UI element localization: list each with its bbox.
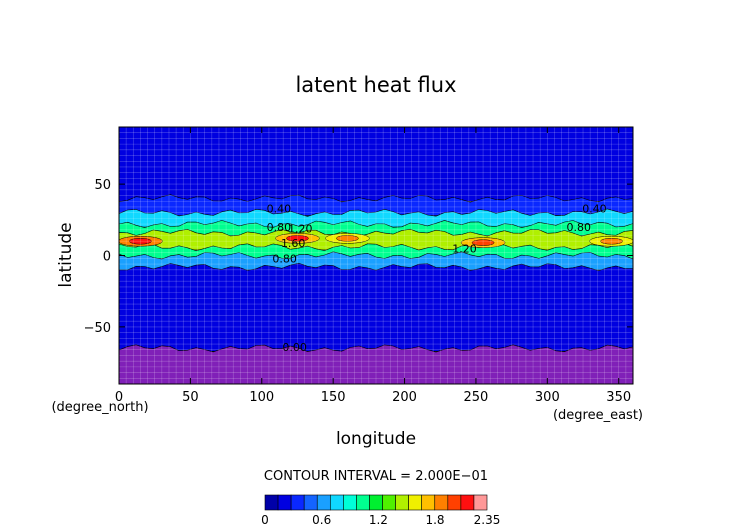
colorbar-swatch-1 (277, 494, 292, 511)
x-tick-label: 250 (464, 390, 489, 405)
contour-label-2: 1.20 (288, 223, 313, 236)
hotspot-inner-0 (129, 237, 152, 245)
colorbar-swatch-13 (434, 494, 449, 511)
heatmap-field (119, 127, 633, 384)
y-axis-ticks: 50 0 −50 (84, 178, 633, 336)
x-tick-label: 50 (182, 390, 199, 405)
contour-label-7: 0.80 (566, 221, 591, 234)
colorbar-tick-label: 1.8 (425, 513, 444, 527)
x-tick-label: 200 (392, 390, 417, 405)
x-tick-label: 0 (115, 390, 123, 405)
contour-interval-text: CONTOUR INTERVAL = 2.000E−01 (264, 469, 488, 484)
x-axis-ticks: 0 50 100 150 200 250 300 350 (115, 127, 631, 405)
contour-label-1: 0.80 (267, 221, 292, 234)
colorbar-swatch-0 (264, 494, 279, 511)
contour-label-8: 0.00 (282, 341, 307, 354)
colorbar-swatch-16 (473, 494, 488, 511)
colorbar-swatch-4 (316, 494, 331, 511)
y-tick-label: −50 (84, 321, 111, 336)
contour-label-4: 0.80 (272, 253, 297, 266)
colorbar-swatch-6 (343, 494, 357, 511)
colorbar-swatch-7 (356, 494, 370, 511)
band-0 (119, 127, 633, 202)
x-axis-label: longitude (336, 429, 416, 449)
colorbar-tick-label: 1.2 (369, 513, 388, 527)
colorbar-swatch-8 (369, 494, 383, 511)
y-tick-label: 50 (94, 178, 111, 193)
contour-label-3: 1.60 (281, 237, 306, 250)
contour-labels: 0.400.801.201.600.801.200.400.800.00 (267, 203, 607, 354)
y-unit-label: (degree_north) (51, 400, 148, 415)
colorbar-swatch-9 (382, 494, 396, 511)
band-7 (119, 262, 633, 352)
x-unit-label: (degree_east) (553, 408, 643, 423)
contour-label-6: 0.40 (582, 203, 607, 216)
band-1 (119, 194, 633, 216)
colorbar-labels: 0 0.6 1.2 1.8 2.35 (261, 513, 500, 527)
colorbar-swatch-3 (303, 494, 318, 511)
colorbar-swatch-10 (395, 494, 409, 511)
hotspot-inner-2 (336, 235, 359, 242)
colorbar-tick-label: 0.6 (312, 513, 331, 527)
colorbar-swatch-2 (290, 494, 305, 511)
colorbar-swatch-5 (329, 494, 344, 511)
hotspot-inner-4 (600, 237, 623, 245)
band-6 (119, 251, 633, 271)
x-tick-label: 300 (535, 390, 560, 405)
contour-label-5: 1.20 (452, 243, 477, 256)
band-2 (119, 208, 633, 228)
colorbar-swatch-11 (408, 494, 423, 511)
colorbar (264, 494, 488, 511)
y-tick-label: 0 (103, 250, 111, 265)
contour-label-0: 0.40 (267, 203, 292, 216)
hotspot-inner-1 (286, 235, 309, 242)
colorbar-swatch-14 (447, 494, 462, 511)
colorbar-tick-label: 0 (261, 513, 269, 527)
hotspot-inner-3 (471, 239, 495, 246)
y-axis-label: latitude (56, 222, 76, 287)
x-tick-label: 350 (606, 390, 631, 405)
band-5 (119, 242, 633, 259)
x-tick-label: 100 (249, 390, 274, 405)
colorbar-swatch-12 (421, 494, 436, 511)
chart-title: latent heat flux (295, 73, 456, 97)
colorbar-swatch-15 (460, 494, 475, 511)
colorbar-tick-label: 2.35 (474, 513, 501, 527)
x-tick-label: 150 (321, 390, 346, 405)
band-8 (119, 344, 633, 384)
